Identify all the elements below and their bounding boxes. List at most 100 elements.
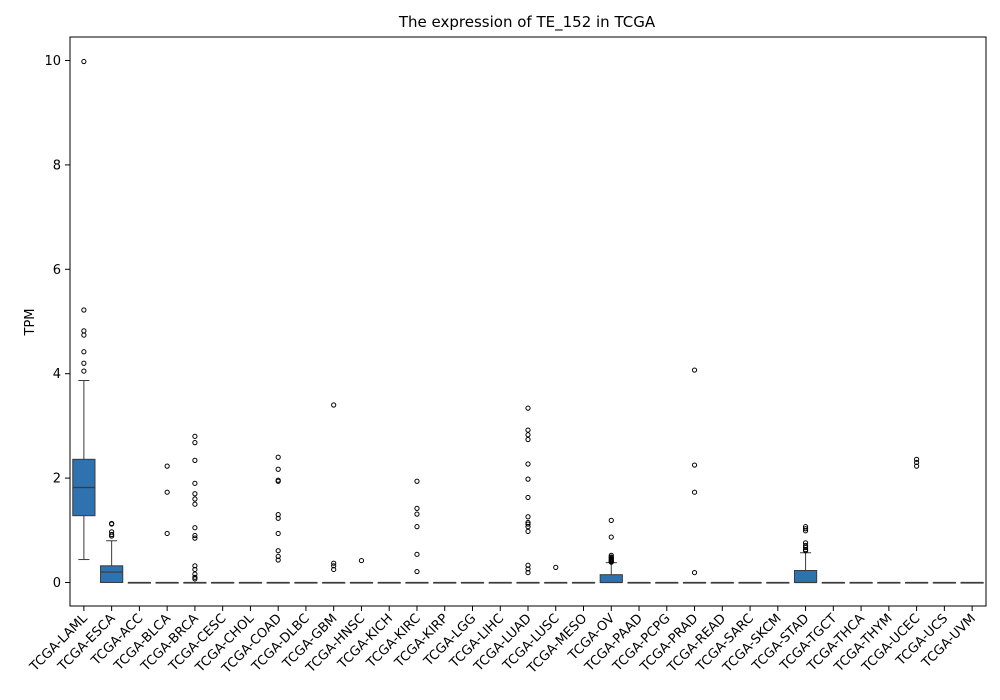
outlier-point (275, 548, 281, 554)
outlier-point (525, 521, 531, 527)
box-group-tcga-kirc (405, 478, 429, 584)
outlier-point (802, 548, 809, 554)
outlier-point (81, 349, 87, 355)
box-group-tcga-prad (682, 367, 707, 584)
outlier-point (802, 544, 809, 551)
outlier-point (192, 480, 198, 486)
box-group-tcga-laml (72, 58, 96, 561)
outlier-point (192, 433, 198, 439)
outlier-point (331, 563, 337, 569)
x-axis: TCGA-LAMLTCGA-ESCATCGA-ACCTCGA-BLCATCGA-… (27, 606, 979, 677)
y-axis: 0 2 4 6 8 10 (44, 54, 70, 591)
box-group-tcga-lusc (544, 564, 568, 584)
outlier-point (275, 478, 281, 484)
outlier-point (192, 525, 198, 531)
outlier-point (525, 436, 531, 443)
box-group-tcga-skcm (766, 581, 790, 584)
outlier-point (525, 566, 531, 572)
outlier-point (525, 524, 531, 530)
outlier-point (525, 514, 531, 520)
outlier-point (414, 524, 420, 530)
outlier-point (414, 511, 420, 517)
outlier-point (608, 559, 614, 565)
box-group-tcga-hnsc (349, 557, 374, 584)
outlier-point (914, 456, 920, 462)
outlier-point (81, 328, 87, 334)
box-group-tcga-brca (183, 433, 207, 584)
box-group-tcga-chol (238, 581, 263, 584)
outlier-point (691, 489, 698, 495)
outlier-point (192, 574, 198, 580)
outlier-point (525, 427, 531, 433)
outlier-point (914, 459, 920, 466)
outlier-point (81, 368, 87, 374)
outlier-point (691, 367, 698, 373)
box-group-tcga-luad (516, 405, 540, 584)
box-group-tcga-blca (155, 463, 179, 584)
outlier-point (192, 535, 198, 541)
y-tick-label: 8 (53, 158, 61, 173)
box-group-tcga-paad (627, 581, 651, 584)
outlier-point (331, 566, 337, 573)
box-group-tcga-lihc (488, 581, 512, 584)
box (599, 574, 623, 584)
outlier-point (192, 563, 198, 569)
box-group-tcga-ov (599, 517, 623, 584)
box-group-tcga-thca (849, 581, 873, 584)
outlier-point (275, 466, 281, 472)
outlier-point (275, 530, 281, 537)
outlier-point (109, 531, 115, 538)
outlier-point (331, 402, 337, 408)
box-group-tcga-ucec (905, 456, 929, 584)
box-group-tcga-tgct (821, 581, 845, 584)
outlier-point (525, 562, 531, 568)
outlier-point (275, 557, 281, 563)
outlier-point (802, 526, 809, 532)
outlier-point (192, 532, 198, 539)
box-group-tcga-dlbc (294, 581, 318, 584)
y-tick-label: 2 (53, 472, 61, 487)
box-group-tcga-lgg (460, 581, 485, 584)
box-group-tcga-ucs (932, 581, 956, 584)
box-group-tcga-cesc (211, 581, 235, 584)
box-group-tcga-thym (877, 581, 901, 584)
box-group-tcga-meso (571, 581, 596, 584)
outlier-point (914, 463, 920, 469)
outlier-point (164, 530, 170, 537)
outlier-point (192, 491, 198, 497)
outlier-point (525, 432, 531, 438)
box-group-tcga-coad (266, 454, 290, 584)
outlier-point (164, 489, 170, 495)
outlier-point (275, 454, 281, 460)
outlier-point (691, 569, 698, 576)
y-tick-label: 10 (44, 54, 61, 69)
outlier-point (81, 58, 87, 65)
outlier-point (192, 440, 198, 446)
outlier-point (525, 528, 531, 534)
outlier-point (275, 515, 281, 521)
box-group-tcga-gbm (322, 402, 346, 584)
outlier-point (525, 405, 531, 411)
outlier-point (81, 307, 87, 313)
outlier-point (608, 534, 614, 540)
chart-title: The expression of TE_152 in TCGA (398, 13, 656, 32)
box-group-tcga-kich (377, 581, 401, 584)
outlier-point (192, 496, 198, 502)
outlier-point (192, 576, 198, 582)
outlier-point (414, 551, 420, 557)
outlier-point (109, 533, 115, 539)
box-group-tcga-kirp (433, 581, 457, 584)
box-group-tcga-uvm (960, 581, 984, 584)
outlier-point (192, 501, 198, 507)
outlier-point (358, 557, 365, 564)
box-group-tcga-esca (100, 520, 124, 584)
box-group-tcga-sarc (738, 581, 762, 584)
box-group-tcga-pcpg (655, 581, 679, 584)
box-group-tcga-stad (793, 524, 818, 584)
outlier-point (553, 564, 559, 570)
outlier-point (414, 568, 420, 575)
outlier-point (81, 332, 87, 338)
outlier-point (691, 462, 698, 468)
